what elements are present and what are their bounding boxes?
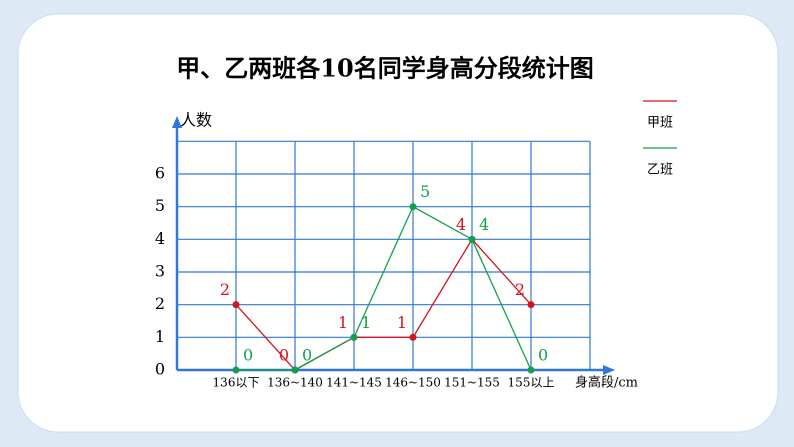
series-line [236,205,532,371]
data-label: 2 [220,280,230,299]
x-tick-label: 151~155 [444,376,500,390]
data-label: 0 [302,346,312,365]
data-label: 0 [538,346,548,365]
x-tick-label: 136以下 [213,376,260,390]
data-label: 2 [515,280,525,299]
point [232,366,240,374]
y-tick-label: 6 [155,164,165,183]
x-tick-label: 141~145 [326,376,382,390]
data-label: 1 [397,313,407,332]
y-tick-label: 3 [155,262,165,281]
data-label: 0 [243,346,253,365]
y-tick-label: 2 [155,294,165,313]
y-axis-arrow [172,116,182,128]
point [527,301,535,309]
data-label: 4 [456,215,466,234]
point [409,203,417,211]
point [350,333,358,341]
x-axis-label: 身高段/cm [575,375,638,391]
data-label: 5 [420,182,430,201]
point [291,366,299,374]
data-label: 1 [338,313,348,332]
data-label: 4 [479,215,489,234]
x-tick-label: 136~140 [267,376,323,390]
panel [17,13,779,433]
x-tick-label: 155以上 [508,376,555,390]
data-label: 0 [279,346,289,365]
point [527,366,535,374]
legend-label: 乙班 [647,163,673,178]
chart-title: 甲、乙两班各10名同学身高分段统计图 [176,54,593,83]
x-axis-arrow [603,365,615,375]
y-tick-label: 4 [155,229,165,248]
point [409,333,417,341]
point [468,235,476,243]
legend-label: 甲班 [647,116,673,131]
y-tick-label: 5 [155,196,165,215]
point [232,301,240,309]
y-axis-label: 人数 [180,111,212,130]
x-tick-label: 146~150 [385,376,441,390]
series-line [235,238,532,371]
y-tick-label: 0 [155,360,165,379]
data-label: 1 [361,313,371,332]
y-tick-label: 1 [155,327,165,346]
